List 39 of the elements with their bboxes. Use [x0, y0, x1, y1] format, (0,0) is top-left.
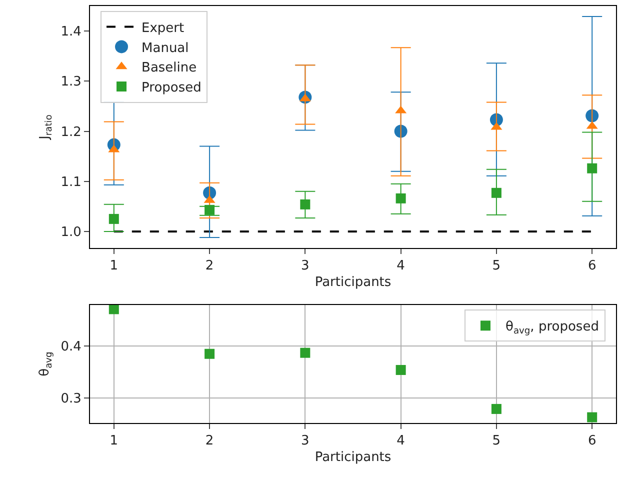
point	[108, 304, 119, 314]
y-tick-label: 1.0	[60, 225, 82, 240]
point	[204, 348, 215, 359]
y-tick-label: 0.3	[60, 392, 82, 407]
x-tick-label: 2	[205, 434, 214, 449]
x-tick-label: 5	[492, 434, 501, 449]
legend-label: Manual	[142, 40, 189, 56]
y-tick-label: 0.4	[60, 340, 82, 355]
point	[396, 364, 406, 375]
x-tick-label: 4	[396, 258, 405, 274]
x-tick-label: 6	[588, 434, 596, 449]
point	[300, 199, 310, 210]
y-tick-label: 1.3	[60, 74, 82, 90]
y-tick-label: 1.2	[60, 124, 82, 140]
y-tick-label: 1.1	[60, 174, 82, 190]
x-tick-label: 3	[301, 434, 310, 449]
legend-label: Expert	[142, 20, 184, 36]
legend-label: Baseline	[142, 60, 197, 76]
point	[587, 163, 598, 174]
x-axis-title: Participants	[314, 450, 392, 466]
x-tick-label: 1	[110, 258, 118, 274]
point	[587, 412, 598, 422]
x-axis-title: Participants	[314, 275, 392, 290]
legend-label: θ$_{avg}$, proposed	[505, 320, 599, 336]
x-tick-label: 2	[205, 258, 214, 274]
point	[491, 188, 502, 198]
point	[491, 404, 502, 414]
point	[300, 348, 310, 358]
point	[394, 124, 408, 138]
legend-label: Proposed	[142, 80, 202, 96]
x-tick-label: 4	[396, 434, 405, 449]
point	[108, 214, 119, 224]
x-tick-label: 3	[301, 258, 310, 274]
point	[396, 193, 406, 204]
x-tick-label: 1	[110, 434, 118, 449]
x-tick-label: 6	[588, 258, 596, 274]
y-tick-label: 1.4	[60, 24, 82, 40]
point	[204, 204, 215, 215]
x-tick-label: 5	[492, 258, 501, 274]
